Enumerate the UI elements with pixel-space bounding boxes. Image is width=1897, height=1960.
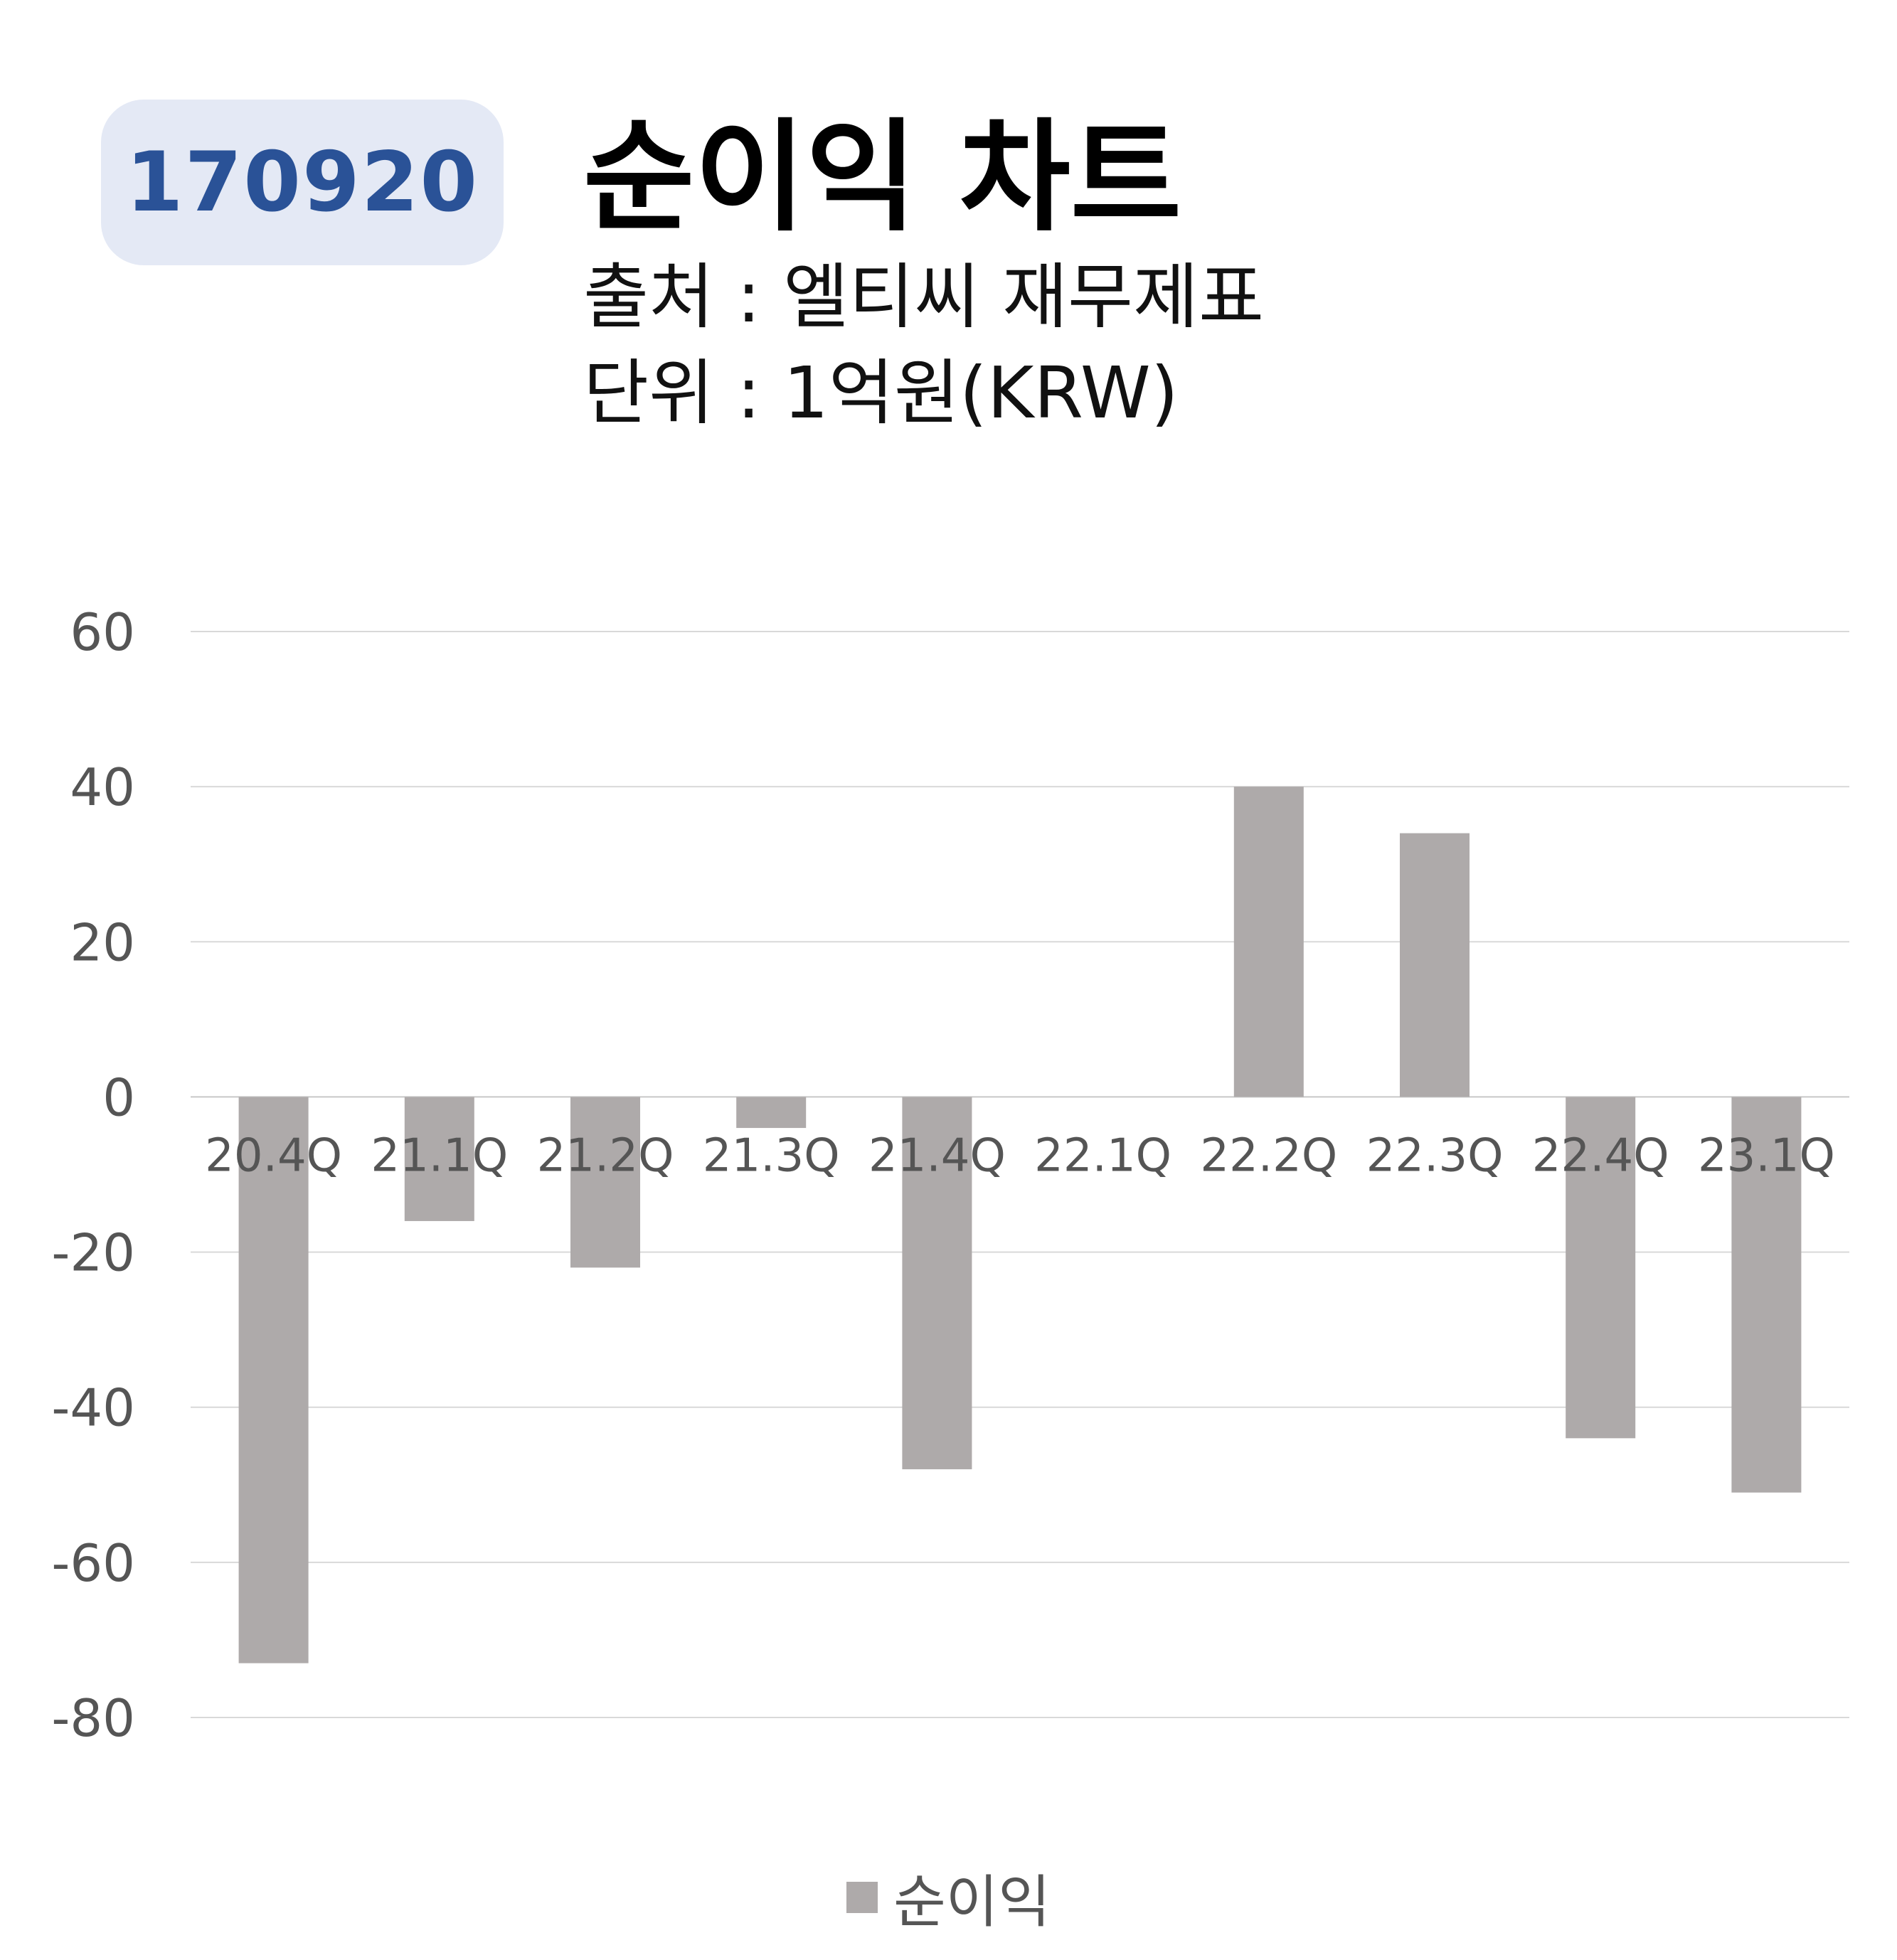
category-label: 22.4Q <box>1532 1129 1669 1182</box>
chart-title: 순이익 차트 <box>583 107 1182 248</box>
bars <box>238 787 1802 1663</box>
y-tick-label: -60 <box>51 1533 135 1593</box>
legend-swatch <box>846 1882 878 1913</box>
x-axis-categories: 20.4Q 21.1Q 21.2Q 21.3Q 21.4Q 22.1Q 22.2Q 22.3Q… <box>205 1129 1835 1182</box>
bar <box>238 1097 309 1663</box>
category-label: 21.4Q <box>868 1129 1006 1182</box>
category-label: 21.2Q <box>537 1129 674 1182</box>
bar <box>736 1097 807 1129</box>
bar <box>1731 1097 1802 1493</box>
bar <box>1233 787 1304 1097</box>
y-tick-label: -20 <box>51 1223 135 1283</box>
source-text: 출처 : 엘티씨 재무제표 <box>583 255 1265 339</box>
category-label: 23.1Q <box>1698 1129 1835 1182</box>
y-tick-label: 0 <box>102 1067 135 1127</box>
bar <box>1566 1097 1636 1439</box>
y-tick-label: -40 <box>51 1378 135 1438</box>
y-tick-label: -80 <box>51 1688 135 1748</box>
stock-code-badge: 170920 <box>101 100 504 265</box>
bar <box>1400 833 1470 1097</box>
y-tick-label: 20 <box>70 912 135 972</box>
y-tick-label: 60 <box>70 602 135 662</box>
legend: 순이익 <box>0 1856 1897 1939</box>
unit-text: 단위 : 1억원(KRW) <box>583 351 1179 435</box>
category-label: 22.1Q <box>1034 1129 1171 1182</box>
category-label: 22.2Q <box>1200 1129 1337 1182</box>
category-label: 22.3Q <box>1366 1129 1504 1182</box>
title-block: 순이익 차트 출처 : 엘티씨 재무제표 단위 : 1억원(KRW) <box>583 107 1264 441</box>
y-tick-label: 40 <box>70 757 135 817</box>
y-axis-ticks: 60 40 20 0 -20 -40 -60 -80 <box>51 602 135 1748</box>
bar <box>570 1097 640 1268</box>
category-label: 20.4Q <box>205 1129 342 1182</box>
category-label: 21.1Q <box>371 1129 508 1182</box>
bar <box>902 1097 972 1469</box>
category-label: 21.3Q <box>703 1129 840 1182</box>
legend-label: 순이익 <box>893 1869 1051 1935</box>
bar <box>404 1097 474 1221</box>
